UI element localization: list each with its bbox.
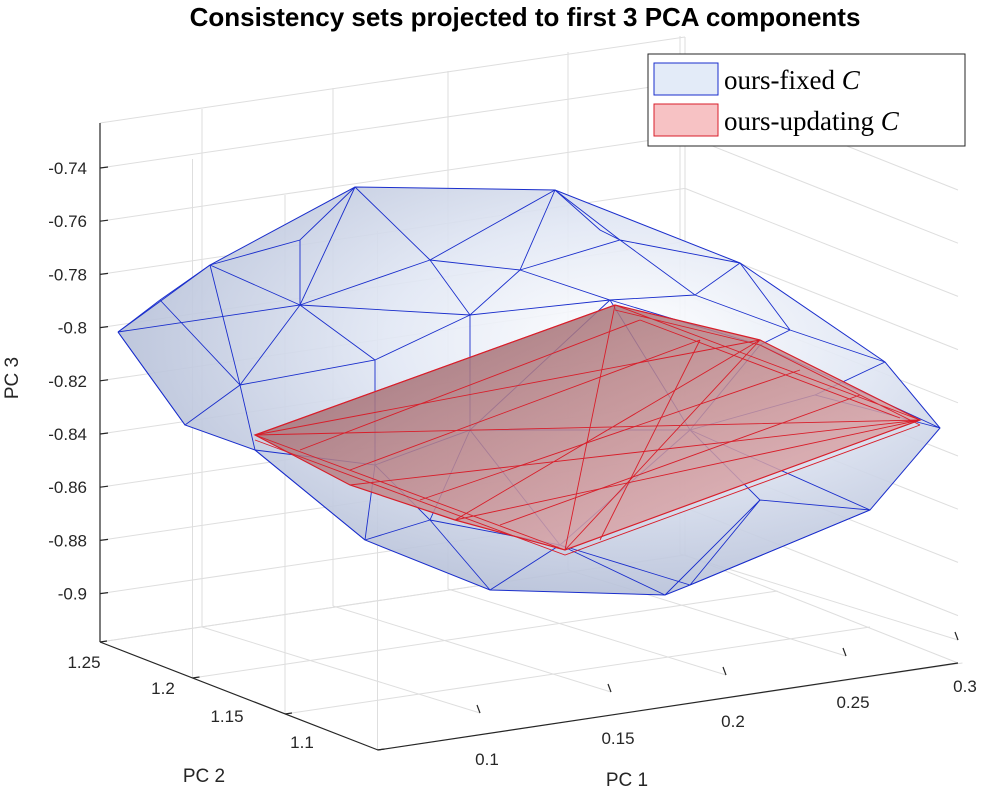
axes-lines bbox=[99, 123, 959, 751]
series-ours-updating bbox=[253, 304, 922, 556]
legend-label-fixed: ours-fixed bbox=[724, 65, 835, 95]
z-tick-mark bbox=[99, 166, 109, 169]
chart-title: Consistency sets projected to first 3 PC… bbox=[190, 2, 861, 32]
x-tick-label: 0.3 bbox=[953, 677, 977, 696]
legend-symbol-updating: C bbox=[881, 106, 900, 136]
legend-symbol-fixed: C bbox=[842, 65, 861, 95]
z-tick-label: -0.76 bbox=[48, 212, 87, 231]
z-tick-label: -0.84 bbox=[48, 425, 87, 444]
x-tick-label: 0.25 bbox=[836, 693, 869, 712]
x-tick-mark bbox=[842, 647, 847, 657]
y-tick-label: 1.1 bbox=[290, 733, 314, 752]
z-tick-label: -0.9 bbox=[58, 585, 87, 604]
x-tick-mark bbox=[722, 666, 727, 676]
x-tick-label: 0.2 bbox=[721, 712, 745, 731]
legend-swatch-updating bbox=[653, 103, 719, 137]
z-tick-mark bbox=[99, 326, 109, 329]
legend-entry-fixed: ours-fixed C bbox=[724, 65, 861, 95]
z-tick-label: -0.8 bbox=[58, 319, 87, 338]
y-tick-label: 1.2 bbox=[151, 679, 175, 698]
legend-label-updating: ours-updating bbox=[724, 106, 874, 136]
z-tick-mark bbox=[99, 272, 109, 275]
x-tick-mark bbox=[607, 683, 612, 693]
x-tick-mark bbox=[954, 631, 959, 641]
z-ticks: -0.74 -0.76 -0.78 -0.8 -0.82 -0.84 -0.86 -0.88 -… bbox=[48, 159, 109, 604]
legend-swatch-fixed bbox=[653, 62, 719, 96]
z-tick-label: -0.74 bbox=[48, 159, 87, 178]
y-tick-label: 1.15 bbox=[210, 707, 243, 726]
z-tick-mark bbox=[99, 432, 109, 435]
x-tick-mark bbox=[476, 704, 481, 714]
y-tick-mark bbox=[99, 640, 108, 643]
legend: ours-fixed C ours-updating C bbox=[647, 53, 966, 147]
z-tick-mark bbox=[99, 219, 109, 222]
y-tick-mark bbox=[377, 748, 385, 751]
y-tick-mark bbox=[192, 676, 200, 679]
z-tick-label: -0.78 bbox=[48, 265, 87, 284]
z-tick-mark bbox=[99, 485, 109, 488]
x-axis-label: PC 1 bbox=[606, 770, 648, 791]
legend-entry-updating: ours-updating C bbox=[724, 106, 900, 136]
z-tick-label: -0.82 bbox=[48, 372, 87, 391]
y-tick-mark bbox=[284, 712, 293, 715]
x-ticks: 0.1 0.15 0.2 0.25 0.3 bbox=[475, 631, 977, 769]
y-axis-label: PC 2 bbox=[183, 766, 225, 787]
x-tick-label: 0.15 bbox=[601, 729, 634, 748]
z-axis-label: PC 3 bbox=[2, 357, 23, 399]
updating-hull-mesh bbox=[254, 304, 921, 556]
z-tick-mark bbox=[99, 592, 109, 595]
y-tick-label: 1.25 bbox=[67, 653, 100, 672]
z-tick-label: -0.88 bbox=[48, 531, 87, 550]
z-tick-mark bbox=[99, 379, 109, 382]
x-tick-label: 0.1 bbox=[475, 750, 499, 769]
y-ticks: 1.25 1.2 1.15 1.1 bbox=[67, 640, 385, 752]
z-tick-mark bbox=[99, 538, 109, 541]
z-tick-label: -0.86 bbox=[48, 478, 87, 497]
